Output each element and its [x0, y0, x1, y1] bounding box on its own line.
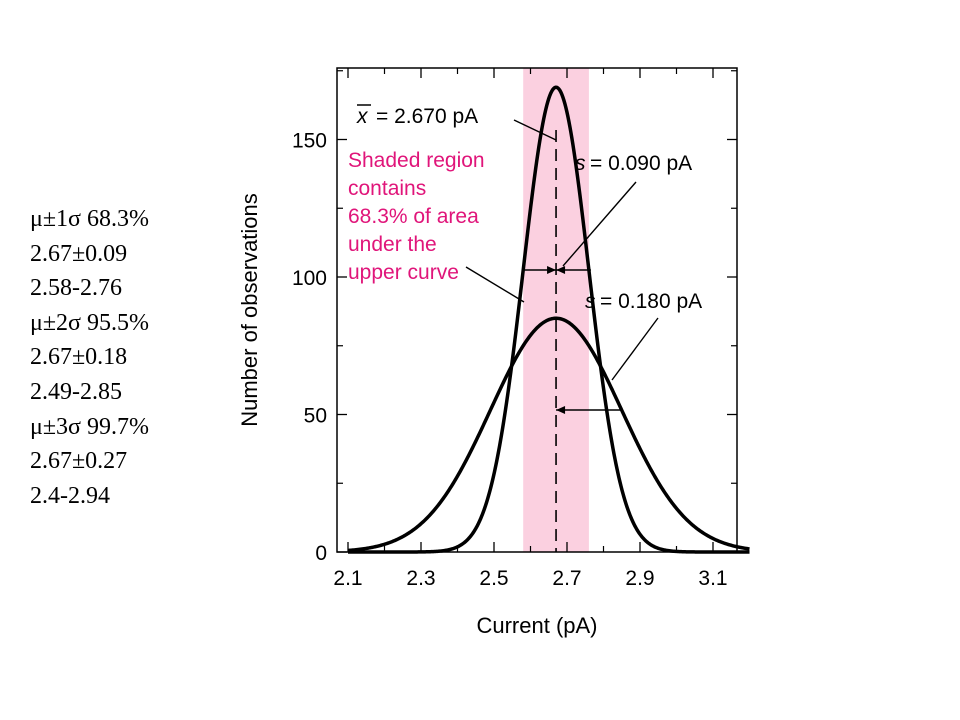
- x-tick-label: 2.3: [406, 567, 435, 590]
- series-curve-2: [347, 316, 750, 553]
- stats-line: 2.58-2.76: [30, 275, 122, 302]
- y-axis-label: Number of observations: [237, 193, 262, 427]
- x-tick-label: 2.1: [333, 567, 362, 590]
- stats-line: 2.4-2.94: [30, 482, 110, 509]
- shaded-caption-line: 68.3% of area: [348, 205, 479, 228]
- stats-line: 2.67±0.09: [30, 240, 128, 267]
- s-symbol-narrow: s: [575, 152, 586, 175]
- x-tick-label: 2.9: [625, 567, 654, 590]
- s-symbol-wide: s: [585, 290, 596, 313]
- narrow-sd-arrowhead-right: [556, 266, 566, 274]
- mean-symbol: x: [356, 105, 369, 128]
- stats-line: μ±3σ 99.7%: [30, 413, 149, 440]
- wide-sd-label: = 0.180 pA: [600, 290, 702, 313]
- wide-sd-leader: [611, 317, 659, 381]
- stats-line: 2.49-2.85: [30, 378, 122, 405]
- plot-frame: [336, 67, 738, 553]
- stats-line: μ±2σ 95.5%: [30, 309, 149, 336]
- x-tick-label: 3.1: [698, 567, 727, 590]
- x-tick-label: 2.7: [552, 567, 581, 590]
- y-tick-label: 0: [315, 542, 327, 565]
- mean-label: = 2.670 pA: [376, 105, 478, 128]
- y-tick-label: 50: [304, 405, 327, 428]
- shaded-caption-line: under the: [348, 233, 437, 256]
- narrow-sd-leader: [562, 181, 637, 267]
- shaded-leader: [465, 266, 525, 303]
- stats-panel: μ±1σ 68.3% 2.67±0.09 2.58-2.76 μ±2σ 95.5% 2.…: [30, 202, 149, 513]
- series-curve-1: [348, 85, 750, 554]
- shaded-caption-line: upper curve: [348, 261, 459, 284]
- x-tick-label: 2.5: [479, 567, 508, 590]
- wide-sd-arrowhead: [556, 406, 566, 414]
- stats-line: 2.67±0.18: [30, 344, 128, 371]
- y-tick-label: 150: [292, 130, 327, 153]
- stats-line: μ±1σ 68.3%: [30, 206, 149, 232]
- stats-line: 2.67±0.27: [30, 448, 128, 475]
- y-tick-label: 100: [292, 267, 327, 290]
- mean-leader: [513, 119, 557, 141]
- narrow-sd-arrowhead-left: [547, 266, 557, 274]
- shaded-caption-line: contains: [348, 177, 426, 200]
- shaded-caption-line: Shaded region: [348, 149, 485, 172]
- narrow-sd-label: = 0.090 pA: [590, 152, 692, 175]
- x-axis-label: Current (pA): [476, 613, 597, 638]
